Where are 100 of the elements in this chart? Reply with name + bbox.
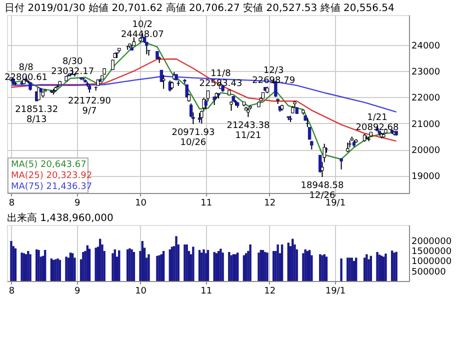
x-tick-label: 10	[135, 286, 147, 296]
text: MA(75) 21,436.37	[11, 182, 92, 192]
bar	[54, 259, 57, 281]
candlestick	[160, 70, 164, 82]
bar	[376, 252, 378, 281]
y-tick-label: 23000	[412, 68, 440, 78]
bar	[395, 252, 398, 281]
bar	[186, 244, 188, 281]
bar	[98, 238, 102, 281]
bar	[346, 258, 349, 281]
bar	[384, 254, 387, 281]
candlestick	[230, 100, 233, 112]
candlestick	[320, 161, 324, 178]
bar	[264, 252, 266, 281]
bar	[393, 252, 396, 281]
bar	[228, 252, 230, 281]
x-tick-label: 9	[74, 286, 80, 296]
candlestick	[346, 142, 350, 153]
chart-title: 日付 2019/01/30 始値 20,701.62 高値 20,706.27 安値 20,527.53 終値 20,556.54	[4, 2, 394, 14]
bar	[168, 249, 172, 281]
bar	[88, 248, 91, 281]
bar	[50, 258, 53, 281]
bar	[262, 250, 264, 281]
bar	[141, 241, 144, 281]
x-tick-label: 12	[264, 198, 276, 208]
bar	[304, 249, 306, 281]
bar	[204, 253, 207, 281]
bar	[232, 254, 234, 281]
annotation: 20971.93 10/26	[172, 128, 215, 148]
bar	[249, 244, 252, 281]
candlestick	[185, 84, 188, 98]
bar	[370, 256, 372, 281]
bar	[287, 242, 290, 281]
bar	[20, 252, 23, 281]
bar	[272, 250, 275, 281]
bar	[198, 250, 201, 281]
annotation: 21243.38 11/21	[226, 121, 270, 141]
bar	[112, 253, 114, 281]
bar	[29, 254, 32, 281]
bar	[280, 244, 284, 281]
bar	[52, 260, 55, 281]
x-tick-label: 8	[8, 286, 15, 296]
bar	[260, 250, 262, 281]
bar	[200, 252, 203, 281]
x-tick-label: 8	[8, 198, 15, 208]
y-tick-label: 2000000	[412, 236, 452, 247]
bar	[222, 252, 224, 281]
bar	[71, 253, 74, 281]
bar	[340, 258, 342, 281]
bar	[118, 250, 120, 281]
bar	[325, 256, 328, 281]
bar	[380, 256, 383, 281]
bar	[44, 250, 46, 281]
bar	[94, 248, 97, 281]
bar	[82, 252, 84, 281]
bar	[148, 254, 150, 281]
bar	[390, 250, 394, 281]
x-tick-label: 9	[74, 198, 80, 208]
annotation: 21851.32 8/13	[15, 105, 58, 126]
bar	[350, 258, 353, 281]
bar	[27, 250, 30, 281]
text: MA(25) 20,323.92	[11, 171, 92, 181]
y-tick-label: 21000	[412, 120, 440, 130]
bar	[184, 244, 186, 281]
bar	[130, 249, 133, 281]
x-tick-label: 19/1	[325, 286, 346, 296]
bar	[170, 246, 174, 281]
bar	[213, 252, 216, 281]
bar	[22, 253, 26, 281]
bar	[36, 249, 38, 281]
bar	[378, 254, 380, 281]
bar	[242, 255, 246, 281]
candlestick	[162, 74, 166, 90]
y-tick-label: 22000	[412, 94, 440, 104]
bar	[160, 254, 163, 281]
bar	[132, 252, 136, 281]
bar	[206, 250, 210, 281]
bar	[126, 249, 129, 281]
bar	[192, 246, 194, 281]
bar	[355, 258, 358, 281]
x-tick-label: 11	[200, 198, 212, 208]
bar	[58, 260, 61, 281]
bar	[220, 248, 222, 281]
bar	[215, 253, 218, 281]
bar	[292, 238, 294, 281]
bar	[65, 256, 68, 281]
bar	[266, 252, 268, 281]
bar	[244, 253, 248, 281]
x-tick-label: 10	[135, 198, 147, 208]
bar	[258, 252, 260, 281]
bar	[156, 256, 158, 281]
bar	[352, 260, 356, 281]
bar	[302, 253, 304, 281]
y-tick-label: 20000	[412, 146, 440, 156]
y-tick-label: 1000000	[412, 257, 452, 268]
x-tick-label: 19/1	[325, 198, 346, 208]
bar	[86, 245, 88, 281]
y-tick-label: 1500000	[412, 247, 452, 258]
bar	[10, 241, 12, 281]
candlestick	[340, 158, 343, 170]
